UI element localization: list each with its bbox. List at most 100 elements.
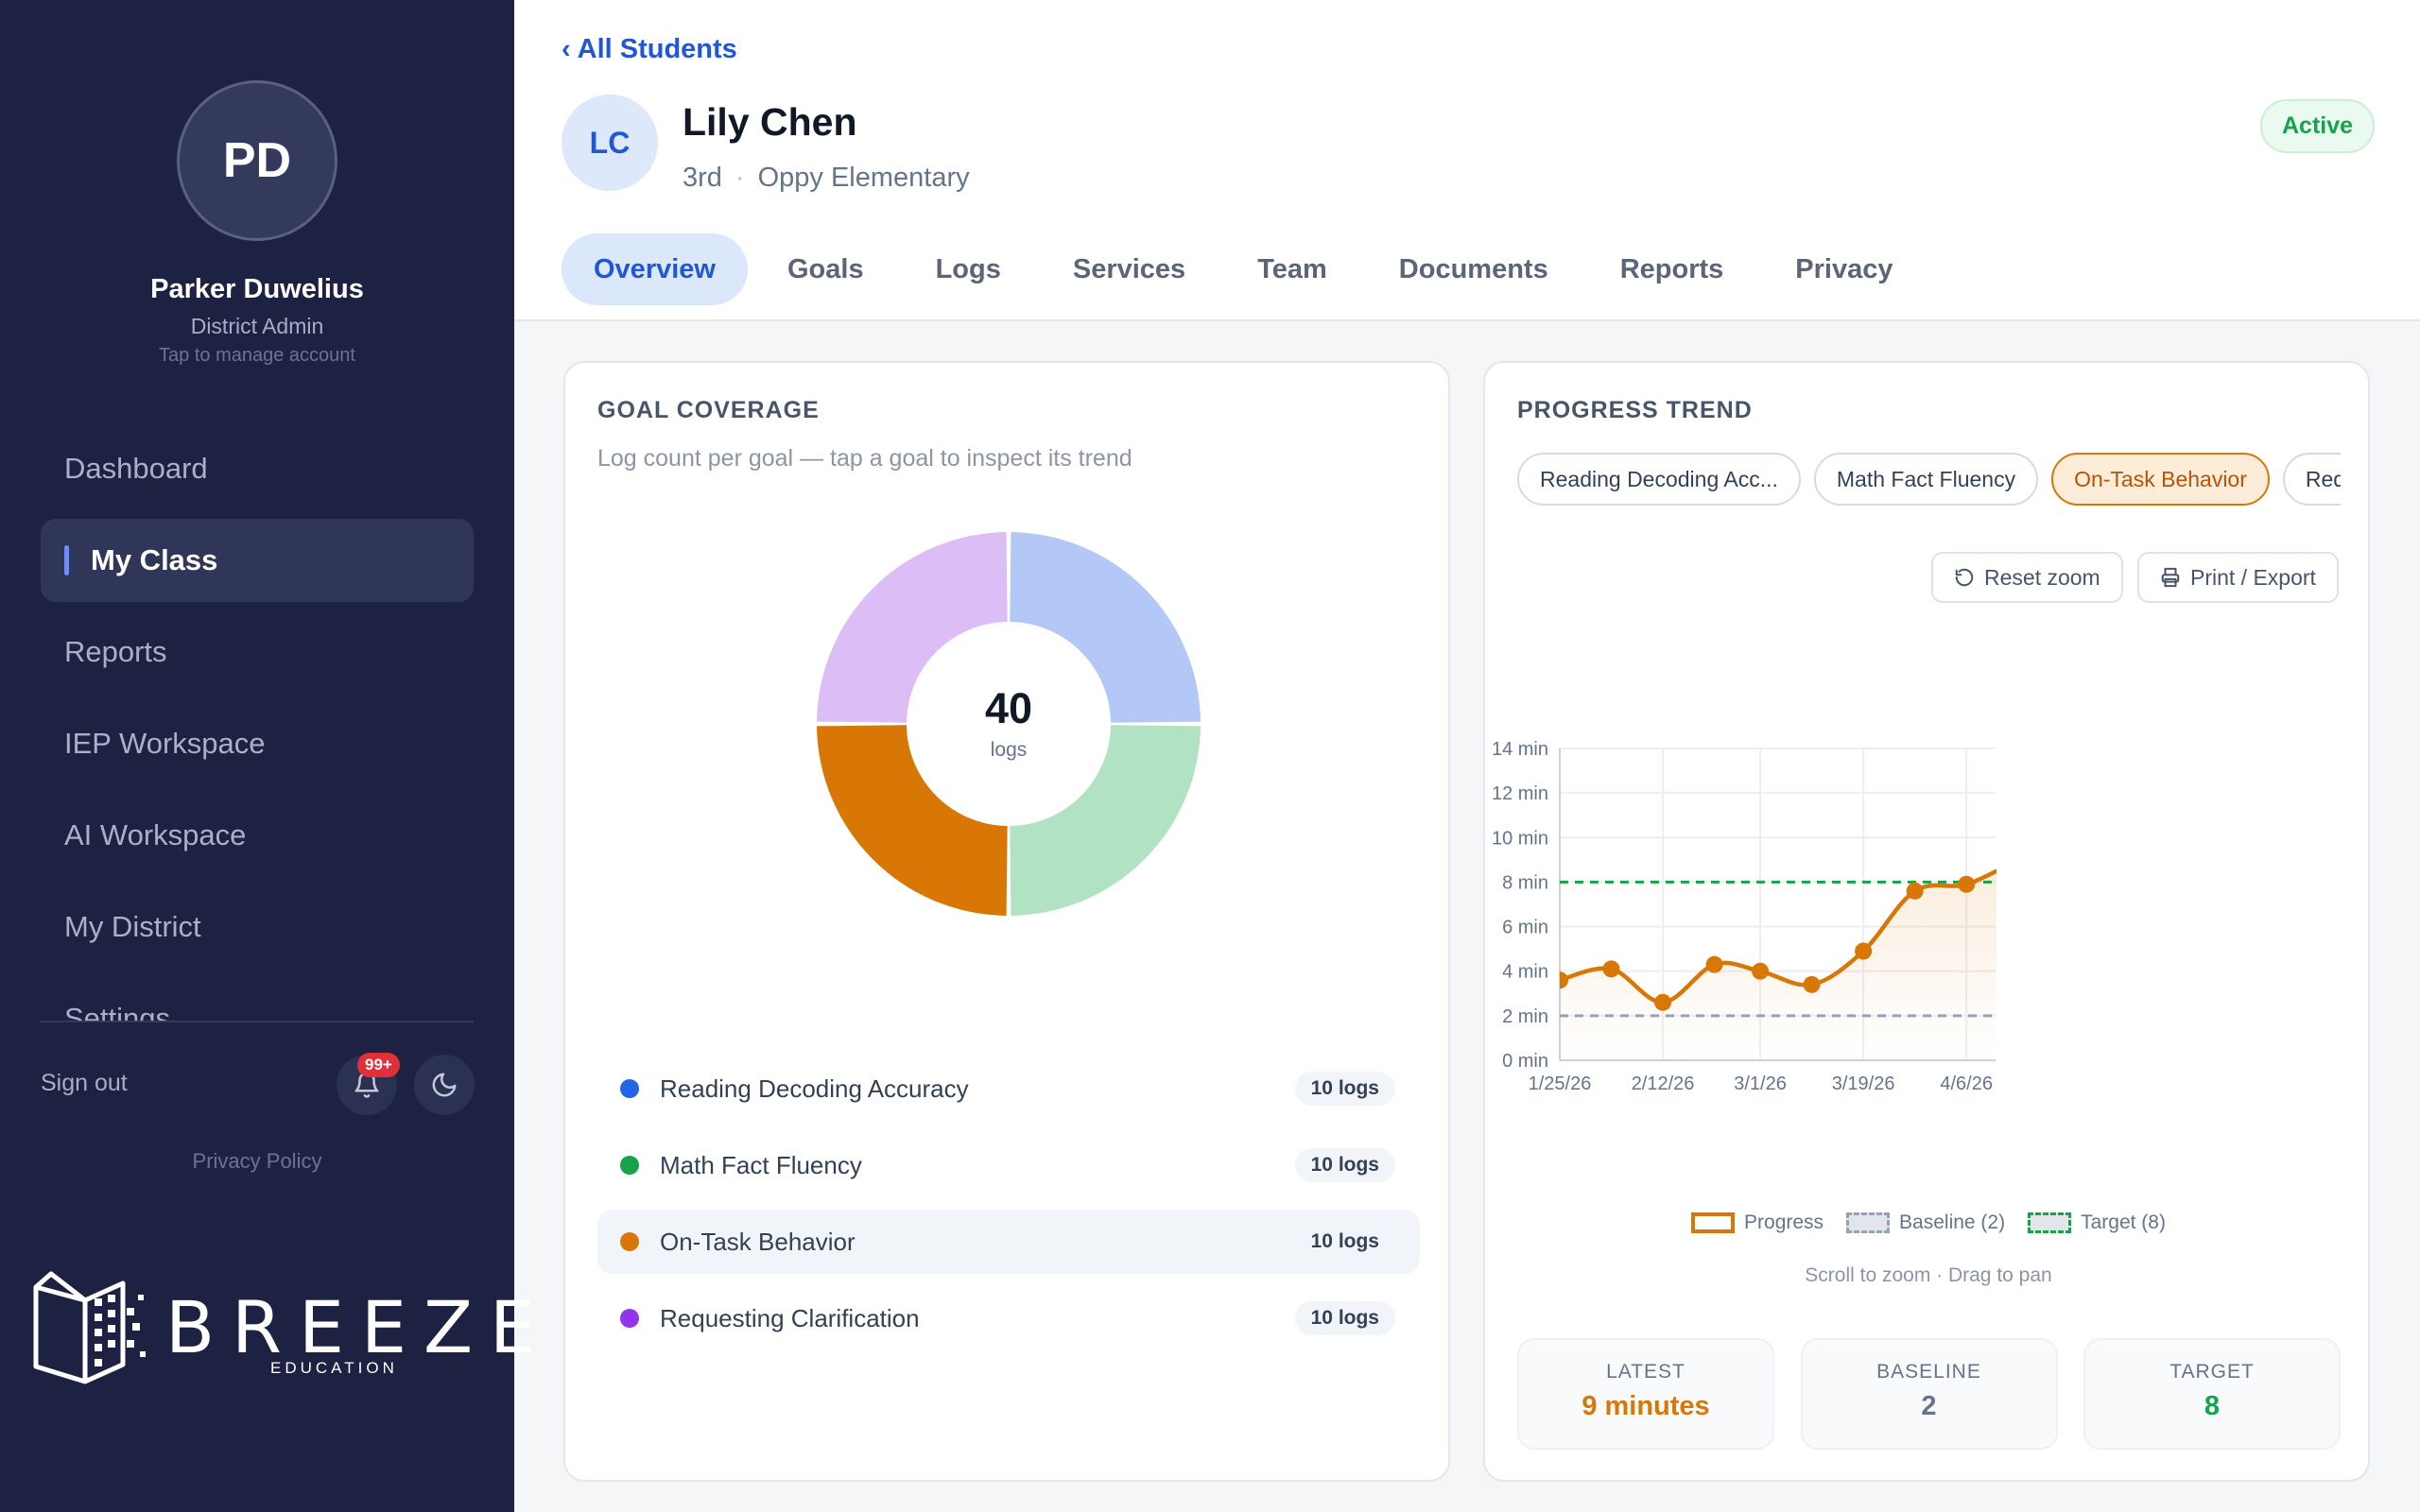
legend-swatch: [1691, 1212, 1736, 1233]
tab-team[interactable]: Team: [1257, 253, 1327, 284]
theme-toggle-button[interactable]: [414, 1055, 475, 1115]
tab-logs[interactable]: Logs: [935, 253, 1001, 284]
sidebar: PD Parker Duwelius District Admin Tap to…: [0, 0, 535, 1512]
sign-out-button[interactable]: Sign out: [41, 1070, 128, 1096]
user-name[interactable]: Parker Duwelius: [150, 274, 364, 304]
goal-name: Requesting Clarification: [660, 1303, 920, 1332]
card-subtitle: Log count per goal — tap a goal to inspe…: [597, 445, 1132, 472]
print-export-label: Print / Export: [2190, 564, 2316, 590]
legend-label: Baseline (2): [1899, 1211, 2006, 1233]
y-tick-label: 10 min: [1492, 828, 1548, 849]
student-header: ‹ All Students LC Lily Chen 3rd · Oppy Ele…: [514, 0, 2420, 321]
data-point[interactable]: [1958, 875, 1976, 893]
x-tick-label: 4/6/26: [1940, 1074, 1993, 1094]
goal-count: 10 logs: [1310, 1230, 1379, 1252]
stat-label: BASELINE: [1876, 1361, 1981, 1383]
sidebar-item-dashboard[interactable]: Dashboard: [41, 427, 474, 510]
chip-clarification[interactable]: Requesting Clarification: [2282, 453, 2341, 506]
tab-overview[interactable]: Overview: [562, 233, 748, 305]
x-tick-label: 3/1/26: [1734, 1074, 1787, 1094]
reset-zoom-label: Reset zoom: [1984, 564, 2100, 590]
printer-icon: [2161, 567, 2180, 588]
reset-zoom-button[interactable]: Reset zoom: [1931, 552, 2123, 603]
goal-row-clarification[interactable]: Requesting Clarification 10 logs: [597, 1286, 1420, 1350]
trend-stats: LATEST 9 minutes BASELINE 2 TARGET 8: [1517, 1338, 2341, 1450]
donut-slice-3[interactable]: [817, 532, 1008, 723]
tab-goals[interactable]: Goals: [786, 253, 864, 284]
stat-label: TARGET: [2169, 1361, 2255, 1383]
chart-legend: Progress Baseline (2) Target (8): [1485, 1211, 2372, 1234]
sidebar-item-label: IEP Workspace: [64, 727, 266, 760]
donut-total-label: logs: [990, 739, 1028, 761]
manage-account-hint[interactable]: Tap to manage account: [159, 345, 355, 366]
stat-value: 8: [2204, 1391, 2221, 1421]
sidebar-item-label: My Class: [91, 543, 218, 576]
sidebar-item-iep-workspace[interactable]: IEP Workspace: [41, 702, 474, 785]
stat-latest: LATEST 9 minutes: [1517, 1338, 1774, 1450]
card-title: PROGRESS TREND: [1517, 397, 1753, 423]
data-point[interactable]: [1602, 960, 1620, 978]
goal-coverage-card: GOAL COVERAGE Log count per goal — tap a…: [563, 361, 1450, 1482]
stat-baseline: BASELINE 2: [1800, 1338, 2058, 1450]
chip-math[interactable]: Math Fact Fluency: [1813, 453, 2039, 506]
progress-trend-card: PROGRESS TREND Reading Decoding Acc... Ma…: [1483, 361, 2370, 1482]
tab-privacy[interactable]: Privacy: [1795, 253, 1893, 284]
goal-color-dot: [620, 1309, 639, 1328]
moon-icon: [432, 1073, 457, 1097]
breeze-logo: BREEZE EDUCATION: [28, 1266, 535, 1389]
data-point[interactable]: [1752, 962, 1770, 980]
user-avatar[interactable]: PD: [177, 80, 337, 241]
donut-slice-1[interactable]: [1010, 725, 1201, 916]
sidebar-item-my-class[interactable]: My Class: [41, 519, 474, 602]
data-point[interactable]: [1551, 971, 1568, 989]
chip-reading[interactable]: Reading Decoding Acc...: [1517, 453, 1801, 506]
sidebar-item-label: AI Workspace: [64, 818, 247, 851]
main-content: ‹ All Students LC Lily Chen 3rd · Oppy Ele…: [514, 0, 2420, 1512]
student-grade: 3rd: [683, 163, 722, 193]
y-tick-label: 12 min: [1492, 783, 1548, 804]
goal-row-math[interactable]: Math Fact Fluency 10 logs: [597, 1133, 1420, 1197]
chip-on-task[interactable]: On-Task Behavior: [2051, 453, 2270, 506]
stat-value: 2: [1921, 1391, 1937, 1421]
print-export-button[interactable]: Print / Export: [2137, 552, 2339, 603]
stat-label: LATEST: [1606, 1361, 1685, 1383]
x-tick-label: 1/25/26: [1529, 1074, 1592, 1094]
x-tick-label: 3/19/26: [1832, 1074, 1895, 1094]
stat-value: 9 minutes: [1582, 1391, 1710, 1421]
back-to-students-link[interactable]: ‹ All Students: [562, 34, 737, 64]
data-point[interactable]: [1705, 955, 1723, 973]
data-point[interactable]: [2010, 851, 2027, 868]
legend-target[interactable]: Target (8): [2028, 1211, 2166, 1234]
legend-baseline[interactable]: Baseline (2): [1846, 1211, 2005, 1234]
sidebar-item-label: Reports: [64, 635, 167, 668]
progress-trend-chart[interactable]: 0 min 2 min 4 min 6 min 8 min 10 min 12 min 14 …: [1485, 609, 2372, 1176]
goal-name: On-Task Behavior: [660, 1227, 856, 1256]
goal-row-reading[interactable]: Reading Decoding Accuracy 10 logs: [597, 1057, 1420, 1121]
data-point[interactable]: [1906, 882, 1924, 900]
tab-documents[interactable]: Documents: [1398, 253, 1548, 284]
privacy-policy-link[interactable]: Privacy Policy: [192, 1149, 322, 1173]
legend-progress[interactable]: Progress: [1691, 1211, 1824, 1234]
goal-row-on-task[interactable]: On-Task Behavior 10 logs: [597, 1210, 1420, 1274]
tab-services[interactable]: Services: [1072, 253, 1186, 284]
data-point[interactable]: [1855, 942, 1873, 960]
student-tabs: Overview Goals Logs Services Team Docume…: [562, 233, 1933, 305]
student-school: Oppy Elementary: [757, 163, 970, 193]
card-title: GOAL COVERAGE: [597, 397, 820, 423]
data-point[interactable]: [1803, 975, 1821, 993]
donut-total: 40: [984, 684, 1033, 732]
tab-reports[interactable]: Reports: [1619, 253, 1724, 284]
goal-color-dot: [620, 1156, 639, 1175]
sidebar-item-settings[interactable]: Settings: [41, 977, 474, 1021]
sidebar-item-ai-workspace[interactable]: AI Workspace: [41, 794, 474, 877]
chart-hint: Scroll to zoom · Drag to pan: [1805, 1264, 2052, 1286]
x-tick-label: 2/12/26: [1632, 1074, 1695, 1094]
sidebar-item-my-district[interactable]: My District: [41, 885, 474, 969]
data-point[interactable]: [1654, 993, 1672, 1011]
donut-slice-2[interactable]: [817, 725, 1008, 916]
sidebar-item-reports[interactable]: Reports: [41, 610, 474, 694]
goal-coverage-donut[interactable]: [813, 528, 1204, 919]
donut-slice-0[interactable]: [1010, 532, 1201, 723]
y-tick-label: 6 min: [1502, 918, 1548, 938]
notification-badge: 99+: [357, 1053, 400, 1077]
